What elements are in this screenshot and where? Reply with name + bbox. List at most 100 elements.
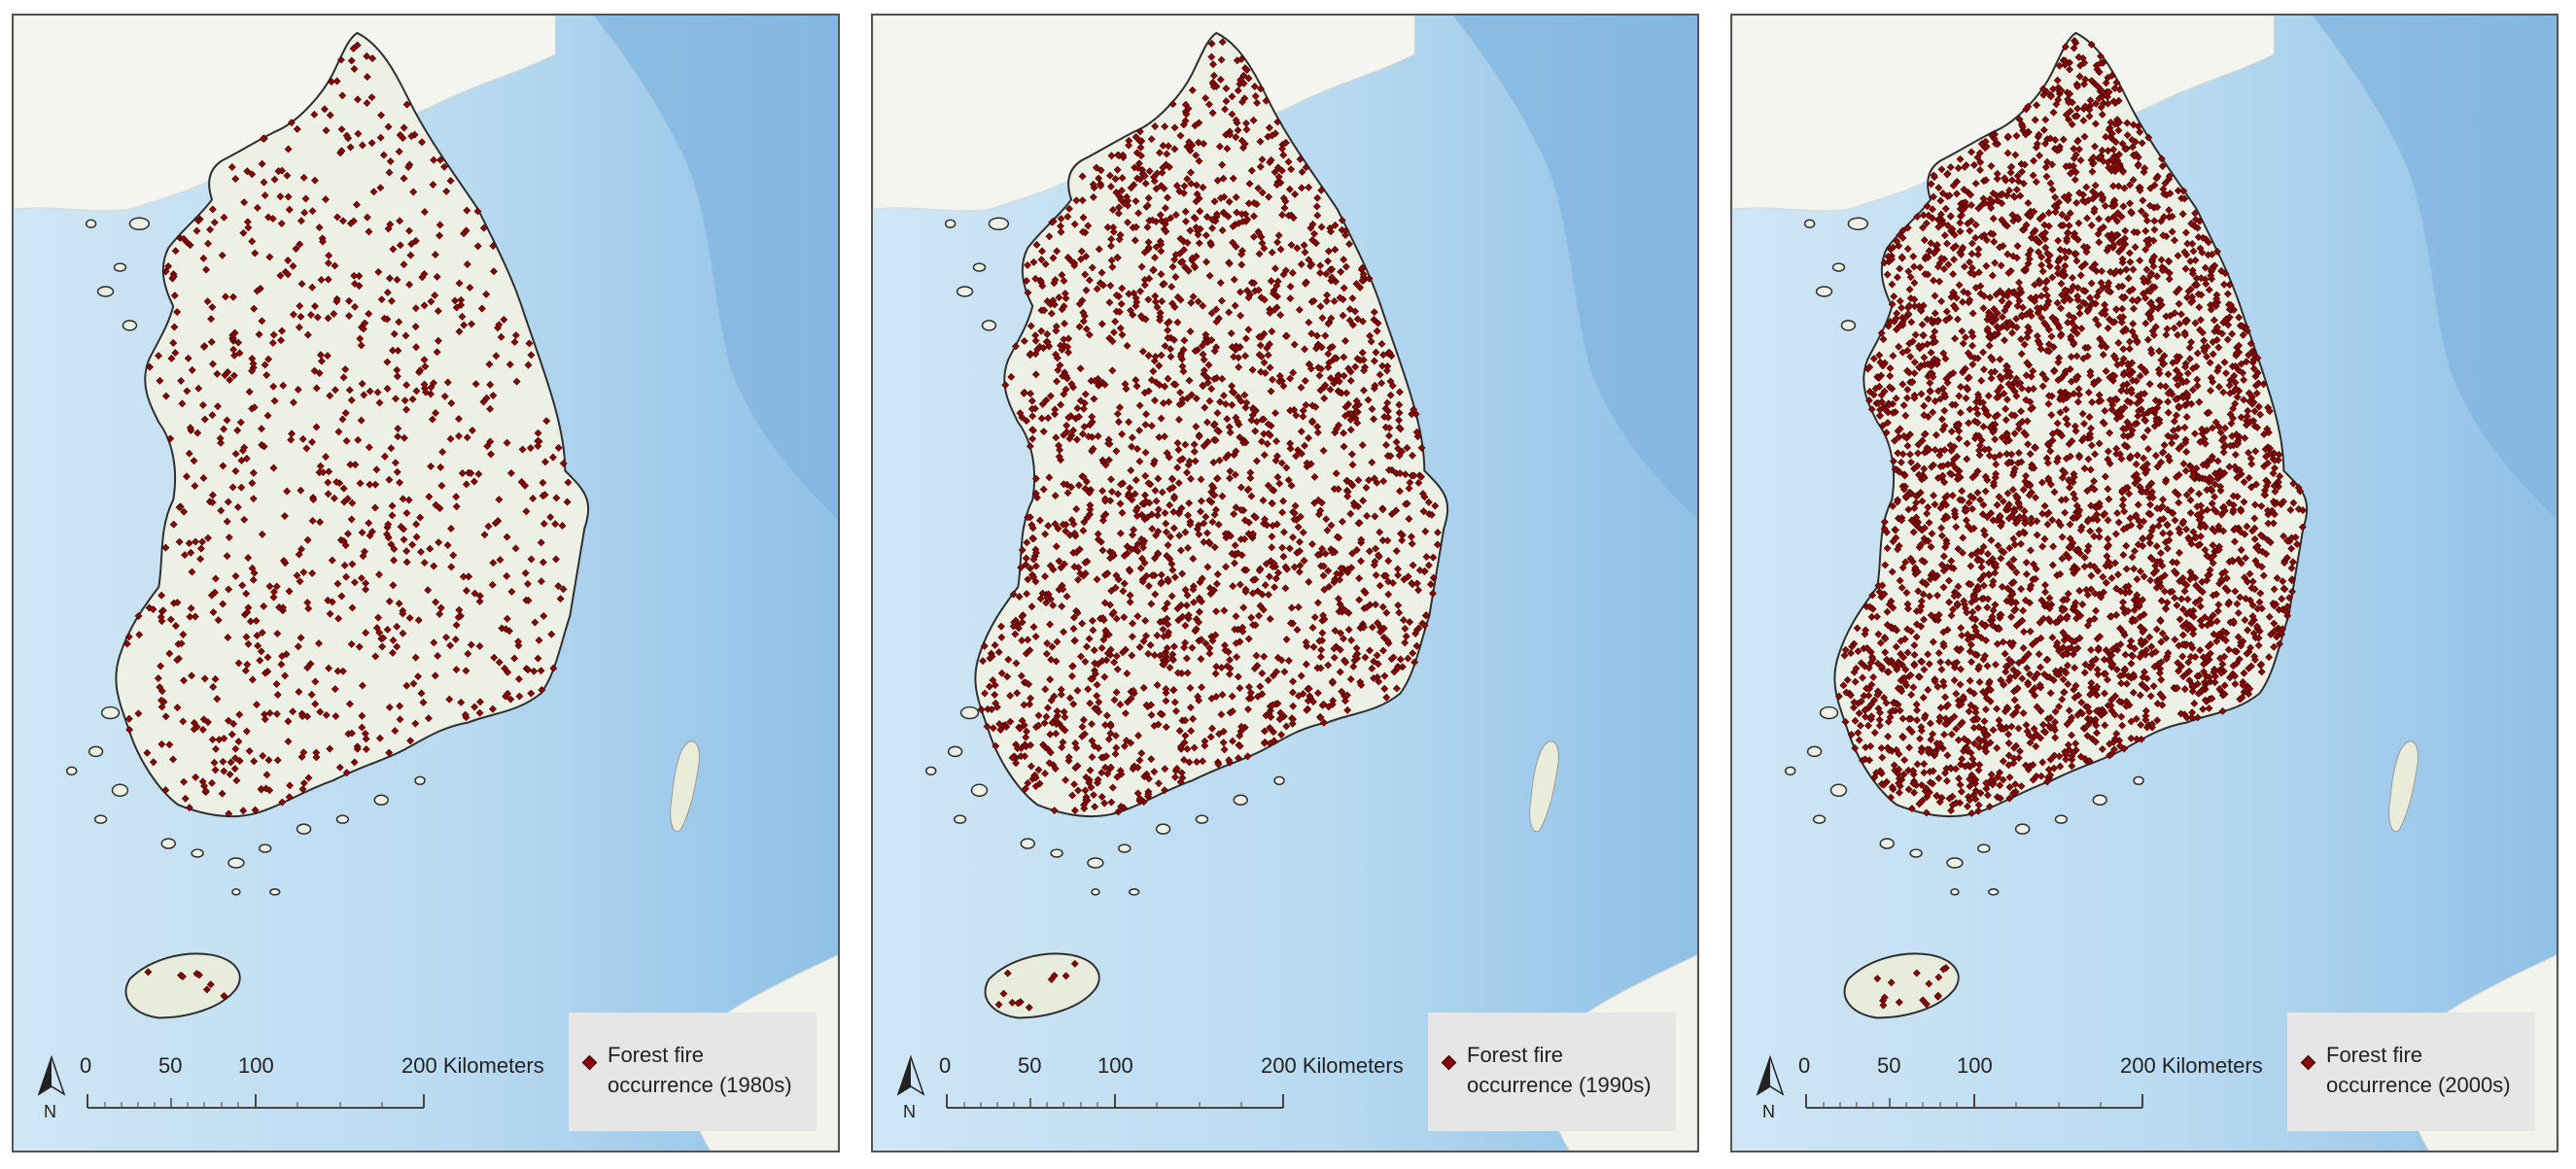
- fire-point: [175, 503, 184, 511]
- fire-point: [455, 279, 464, 288]
- fire-point: [1277, 731, 1286, 739]
- fire-point: [1088, 616, 1097, 625]
- fire-point: [362, 579, 370, 588]
- fire-point: [1234, 126, 1242, 135]
- fire-point: [994, 1000, 1003, 1009]
- fire-point: [408, 395, 417, 403]
- fire-point: [1267, 387, 1275, 395]
- fire-point: [1133, 764, 1142, 772]
- fire-point: [212, 744, 220, 753]
- fire-point: [1056, 361, 1064, 369]
- fire-point: [1088, 737, 1097, 745]
- fire-point: [347, 56, 356, 65]
- fire-point: [431, 671, 439, 680]
- fire-point: [338, 667, 347, 675]
- fire-point: [361, 729, 369, 738]
- fire-point: [331, 685, 339, 694]
- fire-point: [1140, 491, 1149, 499]
- fire-point: [2143, 335, 2152, 344]
- fire-point: [278, 798, 287, 807]
- fire-point: [363, 213, 371, 222]
- fire-point: [1106, 281, 1115, 290]
- fire-point: [244, 639, 253, 648]
- fire-point: [1040, 306, 1049, 315]
- fire-point: [404, 496, 413, 504]
- fire-point: [418, 138, 427, 147]
- fire-point: [1252, 651, 1261, 660]
- fire-point: [1206, 590, 1215, 599]
- fire-point: [1076, 396, 1085, 405]
- fire-point: [202, 985, 211, 994]
- fire-point: [1339, 311, 1347, 320]
- fire-point: [2174, 659, 2182, 667]
- fire-point: [1027, 521, 1036, 530]
- fire-point: [1959, 339, 1967, 348]
- fire-point: [1216, 75, 1225, 84]
- fire-point: [1895, 432, 1903, 441]
- fire-point: [2030, 156, 2038, 165]
- fire-point: [1278, 145, 1286, 153]
- fire-point: [1029, 427, 1037, 434]
- fire-point: [1162, 217, 1170, 225]
- fire-point: [1068, 791, 1077, 800]
- fire-point: [1967, 701, 1975, 709]
- fire-point: [1303, 459, 1311, 467]
- fire-point: [1187, 474, 1195, 483]
- fire-point: [1090, 791, 1097, 799]
- fire-point: [1195, 432, 1203, 441]
- fire-point: [396, 217, 404, 225]
- fire-point: [1125, 418, 1133, 427]
- fire-point: [1910, 279, 1919, 287]
- fire-point: [1246, 468, 1255, 477]
- fire-point: [261, 669, 269, 677]
- fire-point: [1256, 682, 1265, 691]
- fire-point: [1265, 591, 1272, 600]
- fire-point: [304, 604, 313, 613]
- fire-point: [1035, 779, 1044, 788]
- legend: Forest fire occurrence (1990s): [1428, 1013, 1676, 1131]
- fire-point: [1272, 668, 1281, 676]
- fire-point: [207, 338, 216, 346]
- fire-point: [371, 480, 380, 489]
- fire-point: [1132, 512, 1141, 520]
- fire-point: [1178, 395, 1187, 403]
- fire-point: [324, 258, 332, 267]
- fire-point: [531, 618, 540, 627]
- fire-point: [1121, 709, 1130, 717]
- fire-point: [308, 207, 317, 216]
- fire-point: [1020, 389, 1028, 397]
- fire-point: [299, 778, 308, 787]
- fire-point: [402, 681, 411, 690]
- fire-point: [1138, 577, 1147, 586]
- fire-point: [1380, 684, 1389, 693]
- fire-point: [1100, 799, 1109, 808]
- fire-point: [1085, 276, 1094, 285]
- fire-point: [250, 757, 259, 766]
- fire-point: [229, 345, 238, 354]
- fire-point: [2237, 506, 2245, 515]
- fire-point: [1004, 655, 1013, 664]
- fire-point: [1313, 599, 1322, 607]
- fire-point: [2192, 274, 2201, 283]
- fire-point: [1920, 401, 1929, 410]
- fire-point: [1424, 498, 1433, 506]
- fire-point: [342, 436, 351, 445]
- fire-point: [1018, 413, 1027, 422]
- fire-point: [539, 558, 547, 567]
- fire-point: [527, 689, 536, 698]
- fire-point: [396, 478, 403, 487]
- fire-point: [2127, 717, 2136, 726]
- fire-point: [385, 748, 394, 757]
- fire-point: [1318, 544, 1326, 553]
- basemap: [1732, 16, 2557, 1151]
- fire-point: [438, 448, 447, 457]
- fire-point: [1307, 329, 1316, 338]
- legend-label-line1: Forest fire: [608, 1043, 705, 1067]
- fire-point: [2036, 634, 2045, 642]
- fire-point: [1364, 395, 1373, 404]
- fire-point: [476, 698, 484, 706]
- fire-point: [192, 970, 201, 978]
- fire-point: [255, 330, 263, 339]
- fire-point: [1222, 97, 1231, 106]
- fire-point: [281, 559, 290, 567]
